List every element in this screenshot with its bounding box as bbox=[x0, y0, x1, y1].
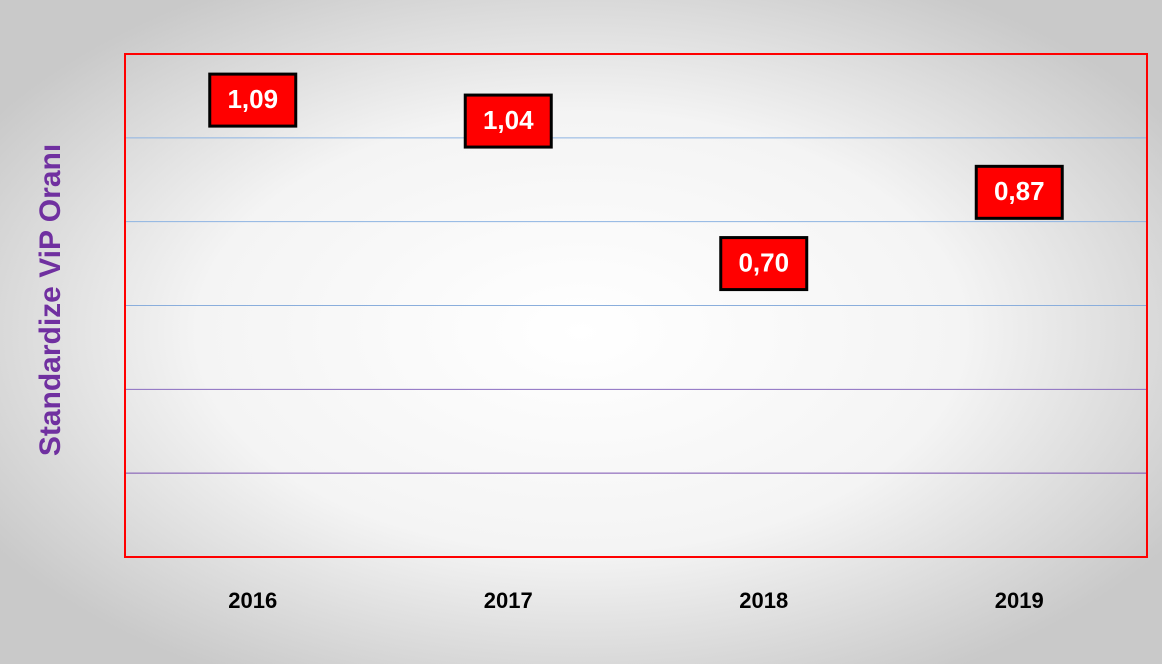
data-label: 1,04 bbox=[483, 105, 534, 135]
data-label-box bbox=[719, 236, 809, 292]
x-tick-label: 2016 bbox=[228, 588, 277, 613]
data-label: 0,87 bbox=[994, 176, 1045, 206]
data-label: 0,70 bbox=[738, 247, 789, 277]
data-label-box bbox=[208, 72, 298, 128]
x-tick-label: 2017 bbox=[484, 588, 533, 613]
y-axis-title: Standardize ViP Oranı bbox=[34, 144, 67, 456]
x-tick-label: 2018 bbox=[739, 588, 788, 613]
data-label-box bbox=[974, 164, 1064, 220]
plot-frame bbox=[124, 53, 1148, 558]
data-label: 1,09 bbox=[227, 84, 278, 114]
data-label-box bbox=[463, 93, 553, 149]
x-tick-label: 2019 bbox=[995, 588, 1044, 613]
